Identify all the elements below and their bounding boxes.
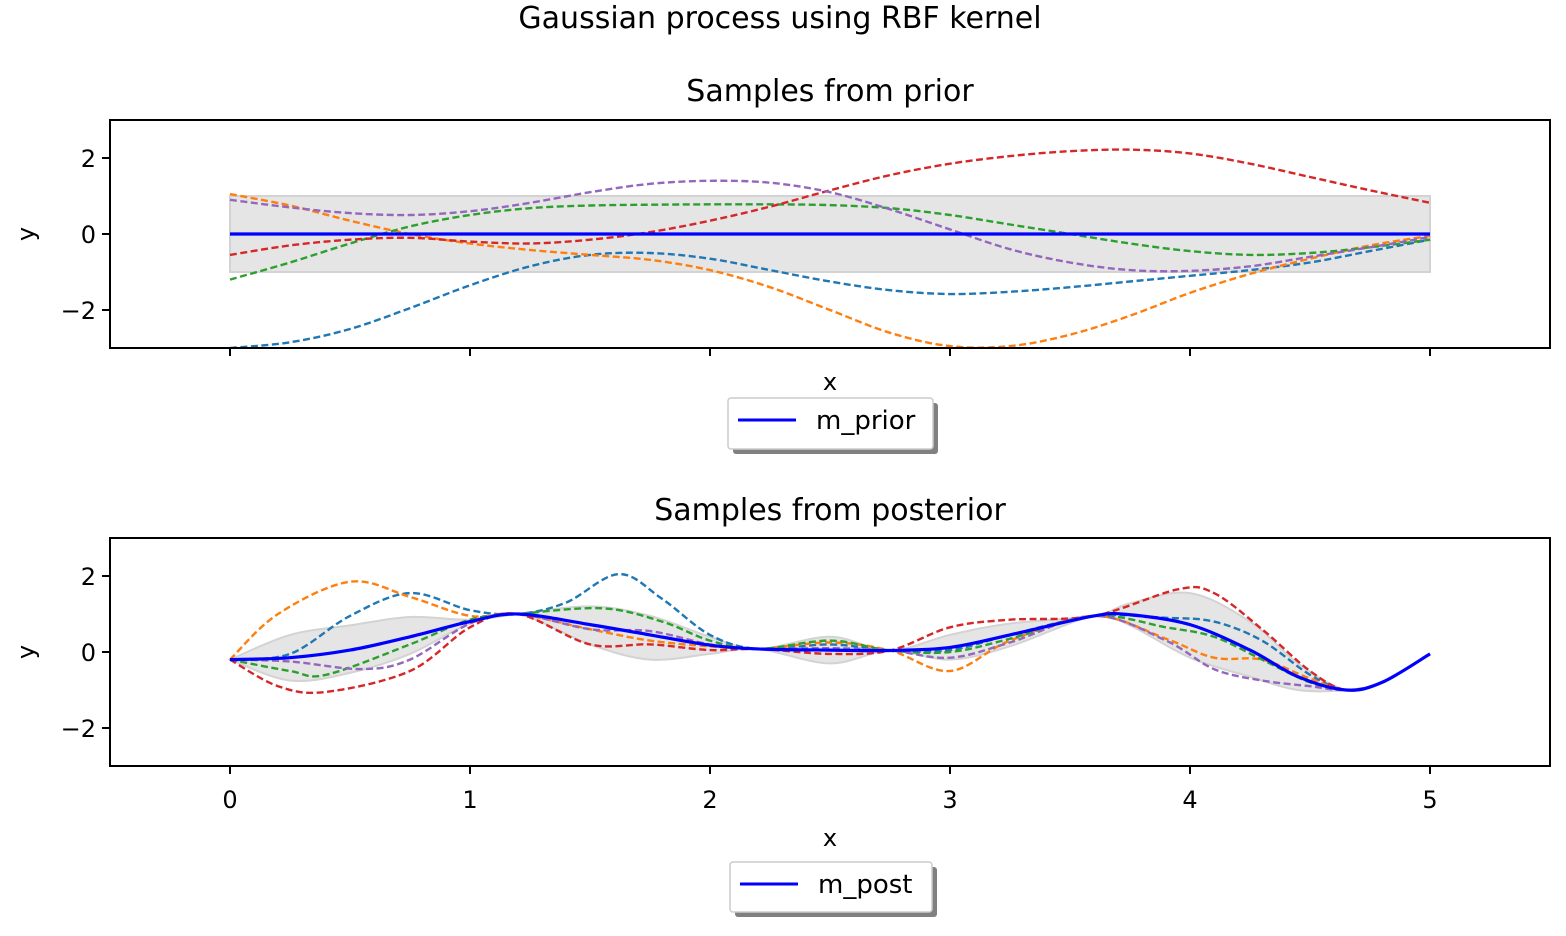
posterior-sample-line-5 bbox=[229, 612, 1431, 692]
prior-plot-area: −2 0 2 bbox=[61, 119, 1551, 356]
posterior-sample-line-4 bbox=[229, 585, 1431, 695]
posterior-xlabel: x bbox=[823, 824, 837, 852]
posterior-legend-box bbox=[729, 861, 933, 913]
posterior-legend[interactable]: m_post bbox=[729, 861, 937, 917]
posterior-panel-title: Samples from posterior bbox=[654, 493, 1006, 528]
prior-ytick-label: −2 bbox=[61, 297, 96, 325]
posterior-xtick-label: 3 bbox=[942, 786, 957, 814]
posterior-ylabel: y bbox=[12, 645, 40, 659]
posterior-xtick-label: 2 bbox=[702, 786, 717, 814]
prior-xlabel: x bbox=[823, 368, 837, 396]
prior-sample-line-3 bbox=[229, 203, 1431, 281]
prior-sample-line-5 bbox=[229, 179, 1431, 273]
prior-sample-line-4 bbox=[229, 148, 1431, 257]
prior-panel: Samples from prior −2 0 2 x y m_prior bbox=[12, 74, 1551, 454]
prior-ytick-label: 0 bbox=[81, 221, 96, 249]
prior-legend-label: m_prior bbox=[816, 406, 916, 436]
prior-ytick-label: 2 bbox=[81, 145, 96, 173]
posterior-xtick-label: 0 bbox=[222, 786, 237, 814]
posterior-ytick-label: 2 bbox=[81, 563, 96, 591]
posterior-ytick-label: −2 bbox=[61, 715, 96, 743]
prior-legend-box bbox=[727, 397, 934, 450]
prior-ylabel: y bbox=[12, 227, 40, 241]
posterior-xtick-label: 4 bbox=[1182, 786, 1197, 814]
figure-suptitle: Gaussian process using RBF kernel bbox=[518, 1, 1041, 36]
posterior-xtick-label: 5 bbox=[1422, 786, 1437, 814]
posterior-panel: Samples from posterior −2 0 2 0 1 2 3 4 5 x y m_… bbox=[12, 493, 1551, 917]
posterior-mean-line bbox=[229, 611, 1431, 692]
posterior-xtick-label: 1 bbox=[462, 786, 477, 814]
prior-legend[interactable]: m_prior bbox=[727, 397, 938, 454]
posterior-legend-label: m_post bbox=[818, 870, 912, 900]
prior-panel-title: Samples from prior bbox=[686, 74, 974, 109]
posterior-plot-area: −2 0 2 0 1 2 3 4 5 bbox=[61, 537, 1551, 814]
prior-sample-line-1 bbox=[229, 238, 1431, 348]
posterior-ytick-label: 0 bbox=[81, 639, 96, 667]
